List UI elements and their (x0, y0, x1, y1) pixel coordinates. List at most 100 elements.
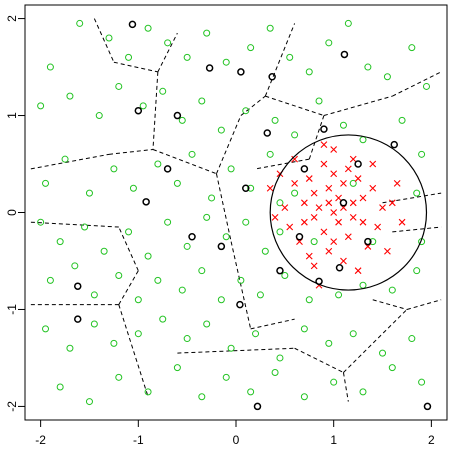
point (236, 300, 244, 309)
voronoi-edge (294, 347, 344, 373)
point (173, 179, 181, 187)
point (183, 53, 191, 61)
point (66, 344, 74, 352)
point (159, 315, 167, 323)
point (227, 165, 235, 173)
point (242, 107, 250, 115)
point (330, 146, 338, 153)
voronoi-edge (113, 61, 158, 73)
voronoi-edge (30, 221, 119, 228)
point (198, 267, 206, 275)
point (217, 126, 225, 134)
point (110, 165, 118, 173)
y-tick-label: -2 (5, 401, 19, 412)
point (76, 19, 84, 27)
point (349, 213, 357, 221)
voronoi (30, 18, 442, 402)
point (408, 44, 416, 52)
point (198, 97, 206, 105)
point (95, 112, 103, 120)
point (388, 199, 396, 207)
point (71, 262, 79, 270)
voronoi-edge (250, 318, 295, 330)
point (178, 286, 186, 294)
point (325, 199, 333, 207)
point (242, 184, 250, 193)
point (315, 97, 323, 105)
point (413, 267, 421, 275)
point (330, 238, 338, 245)
point (74, 282, 82, 290)
point (247, 388, 255, 396)
point (325, 39, 333, 47)
point (276, 228, 284, 236)
point (222, 373, 230, 381)
point (276, 354, 284, 362)
point (276, 266, 284, 275)
point (266, 150, 274, 158)
voronoi-edge (152, 71, 159, 150)
point (369, 160, 377, 168)
point (340, 257, 347, 265)
point (359, 218, 367, 226)
point (222, 233, 230, 241)
point (188, 232, 196, 241)
point (105, 34, 113, 42)
point (354, 175, 362, 182)
voronoi-edge (406, 299, 442, 310)
x-tick-label: 1 (330, 433, 337, 447)
point (261, 247, 269, 255)
point (354, 267, 362, 275)
point (295, 232, 304, 241)
point (217, 296, 225, 304)
voronoi-edge (215, 173, 232, 242)
point (263, 129, 272, 137)
point (310, 213, 318, 221)
point (144, 24, 152, 32)
point (422, 82, 430, 90)
voronoi-edge (264, 23, 296, 97)
voronoi-edge (118, 304, 149, 397)
point (66, 92, 74, 100)
point (134, 330, 142, 338)
point (46, 276, 54, 284)
point (142, 198, 150, 206)
point (325, 247, 333, 255)
point (74, 315, 82, 323)
point (110, 339, 118, 347)
voronoi-edge (265, 95, 325, 117)
point (383, 73, 391, 81)
point (266, 24, 274, 32)
point (242, 218, 250, 226)
point (291, 189, 299, 197)
voronoi-edge (308, 115, 325, 160)
point (183, 242, 191, 250)
point (183, 335, 191, 343)
y-tick-label: 0 (5, 209, 19, 216)
point (369, 238, 377, 246)
point (56, 383, 64, 391)
point (344, 19, 352, 27)
point (325, 184, 333, 192)
point (300, 393, 308, 401)
point (300, 218, 308, 226)
point (139, 102, 147, 110)
point (268, 73, 276, 81)
point (178, 116, 186, 124)
point (339, 199, 348, 207)
point (144, 388, 152, 396)
point (203, 213, 211, 221)
voronoi-edge (157, 32, 178, 73)
point (398, 218, 406, 226)
point (144, 252, 152, 260)
point (85, 189, 93, 197)
y-tick-label: -1 (5, 304, 19, 315)
x-tick-label: -1 (133, 433, 144, 447)
point (344, 233, 352, 241)
point (379, 349, 387, 357)
point (115, 82, 123, 90)
point (310, 238, 318, 246)
point (37, 102, 45, 110)
point (320, 125, 328, 133)
point (390, 140, 398, 149)
